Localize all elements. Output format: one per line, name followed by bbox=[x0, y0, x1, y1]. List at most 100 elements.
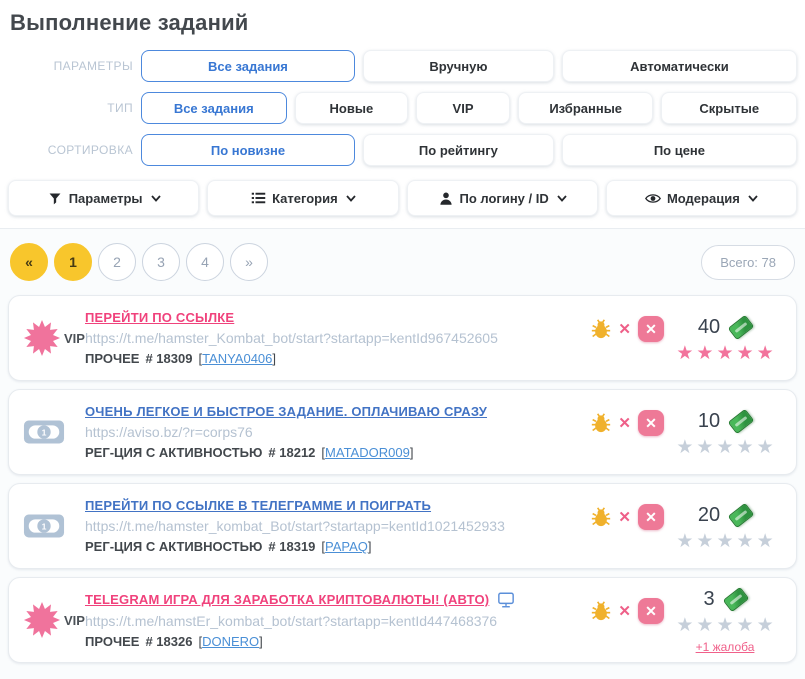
task-badge: VIP bbox=[23, 319, 85, 357]
username-link[interactable]: PAPAQ bbox=[325, 539, 368, 554]
task-rating: ★ ★ ★ ★ ★ bbox=[676, 344, 773, 363]
dropdown-label: По логину / ID bbox=[459, 190, 549, 206]
pagination-page-1[interactable]: 1 bbox=[54, 243, 92, 281]
hide-task-icon[interactable]: ✕ bbox=[618, 508, 631, 526]
type-favorites-button[interactable]: Избранные bbox=[517, 92, 654, 124]
task-card: VIP ПЕРЕЙТИ ПО ССЫЛКЕ https://t.me/hamst… bbox=[8, 295, 797, 381]
task-side: 40 ★ ★ ★ ★ ★ bbox=[664, 314, 786, 363]
block-task-icon[interactable]: ✕ bbox=[638, 504, 664, 530]
moderation-dropdown[interactable]: Модерация bbox=[605, 180, 797, 216]
vip-star-icon bbox=[23, 601, 61, 639]
type-all-button[interactable]: Все задания bbox=[141, 92, 287, 124]
dropdown-label: Параметры bbox=[68, 190, 143, 206]
star-icon: ★ bbox=[676, 530, 694, 552]
task-rating: ★ ★ ★ ★ ★ bbox=[676, 438, 773, 457]
bracket: ] bbox=[409, 445, 414, 460]
type-hidden-button[interactable]: Скрытые bbox=[661, 92, 798, 124]
hide-task-icon[interactable]: ✕ bbox=[618, 414, 631, 432]
star-icon: ★ bbox=[696, 342, 714, 364]
task-price: 20 bbox=[697, 503, 721, 526]
star-icon: ★ bbox=[736, 342, 754, 364]
type-new-button[interactable]: Новые bbox=[294, 92, 409, 124]
sort-rating-button[interactable]: По рейтингу bbox=[362, 134, 554, 166]
star-icon: ★ bbox=[676, 342, 694, 364]
task-title-link[interactable]: ОЧЕНЬ ЛЕГКОЕ И БЫСТРОЕ ЗАДАНИЕ. ОПЛАЧИВА… bbox=[85, 404, 488, 419]
vip-label: VIP bbox=[64, 612, 85, 628]
pagination-last-button[interactable]: » bbox=[230, 243, 268, 281]
task-card: VIP TELEGRAM ИГРА ДЛЯ ЗАРАБОТКА КРИПТОВА… bbox=[8, 577, 797, 663]
task-side: 20 ★ ★ ★ ★ ★ bbox=[664, 502, 786, 551]
block-task-icon[interactable]: ✕ bbox=[638, 316, 664, 342]
bug-report-icon[interactable] bbox=[591, 507, 611, 527]
task-price: 3 bbox=[703, 588, 715, 610]
money-ticket-icon bbox=[722, 586, 749, 613]
list-icon bbox=[250, 190, 266, 206]
task-actions: ✕ ✕ bbox=[591, 598, 664, 624]
svg-text:1: 1 bbox=[42, 521, 47, 531]
bug-report-icon[interactable] bbox=[591, 413, 611, 433]
task-side: 3 ★ ★ ★ ★ ★ +1 жалоба bbox=[664, 586, 786, 654]
star-icon: ★ bbox=[736, 436, 754, 458]
parameters-dropdown[interactable]: Параметры bbox=[8, 180, 200, 216]
star-icon: ★ bbox=[716, 436, 734, 458]
block-task-icon[interactable]: ✕ bbox=[638, 598, 664, 624]
block-task-icon[interactable]: ✕ bbox=[638, 410, 664, 436]
task-category: ПРОЧЕЕ bbox=[85, 351, 140, 366]
star-icon: ★ bbox=[736, 530, 754, 552]
filter-all-tasks-button[interactable]: Все задания bbox=[141, 50, 355, 82]
task-actions: ✕ ✕ bbox=[591, 410, 664, 436]
bug-report-icon[interactable] bbox=[591, 601, 611, 621]
page-title: Выполнение заданий bbox=[10, 10, 249, 35]
task-id: # 18319 bbox=[268, 539, 316, 554]
task-id: # 18212 bbox=[268, 445, 316, 460]
task-badge: 1 bbox=[23, 419, 85, 445]
star-icon: ★ bbox=[716, 615, 734, 636]
star-icon: ★ bbox=[676, 615, 694, 636]
login-id-dropdown[interactable]: По логину / ID bbox=[406, 180, 598, 216]
bracket: [ bbox=[321, 539, 326, 554]
task-title-link[interactable]: ПЕРЕЙТИ ПО ССЫЛКЕ bbox=[85, 310, 235, 325]
filter-manual-button[interactable]: Вручную bbox=[362, 50, 554, 82]
eye-icon bbox=[644, 190, 661, 206]
star-icon: ★ bbox=[756, 530, 774, 552]
complaint-link[interactable]: +1 жалоба bbox=[695, 640, 755, 654]
task-rating: ★ ★ ★ ★ ★ bbox=[676, 532, 773, 551]
task-price: 40 bbox=[697, 315, 721, 338]
pagination-page-2[interactable]: 2 bbox=[98, 243, 136, 281]
funnel-icon bbox=[47, 190, 63, 206]
filter-row-parameters: ПАРАМЕТРЫ Все задания Вручную Автоматиче… bbox=[8, 50, 797, 82]
star-icon: ★ bbox=[756, 342, 774, 364]
user-icon bbox=[438, 190, 454, 206]
pagination-first-button[interactable]: « bbox=[10, 243, 48, 281]
task-badge: 1 bbox=[23, 513, 85, 539]
username-link[interactable]: MATADOR009 bbox=[325, 445, 410, 460]
type-vip-button[interactable]: VIP bbox=[416, 92, 510, 124]
money-ticket-icon bbox=[727, 502, 755, 528]
money-ticket-icon bbox=[727, 408, 755, 434]
sort-price-button[interactable]: По цене bbox=[561, 134, 797, 166]
task-id: # 18309 bbox=[145, 351, 193, 366]
vip-star-icon bbox=[23, 319, 61, 357]
star-icon: ★ bbox=[696, 615, 714, 636]
bug-report-icon[interactable] bbox=[591, 319, 611, 339]
task-price: 10 bbox=[697, 409, 721, 432]
filter-row-label: ПАРАМЕТРЫ bbox=[53, 59, 133, 73]
hide-task-icon[interactable]: ✕ bbox=[618, 320, 631, 338]
filter-row-label: СОРТИРОВКА bbox=[47, 143, 133, 157]
sort-newest-button[interactable]: По новизне bbox=[141, 134, 355, 166]
task-url: https://t.me/hamstEr_kombat_bot/start?st… bbox=[85, 612, 498, 629]
star-icon: ★ bbox=[676, 436, 694, 458]
hide-task-icon[interactable]: ✕ bbox=[618, 602, 631, 620]
category-dropdown[interactable]: Категория bbox=[207, 180, 399, 216]
filter-row-type: ТИП Все задания Новые VIP Избранные Скры… bbox=[8, 92, 798, 124]
pagination-page-4[interactable]: 4 bbox=[186, 243, 224, 281]
chevron-down-icon bbox=[748, 194, 758, 202]
monitor-icon bbox=[497, 592, 515, 608]
task-title-link[interactable]: ПЕРЕЙТИ ПО ССЫЛКЕ В ТЕЛЕГРАММЕ И ПОИГРАТ… bbox=[85, 498, 432, 513]
filter-automatic-button[interactable]: Автоматически bbox=[561, 50, 797, 82]
username-link[interactable]: TANYA0406 bbox=[202, 351, 273, 366]
task-title-link[interactable]: TELEGRAM ИГРА ДЛЯ ЗАРАБОТКА КРИПТОВАЛЮТЫ… bbox=[85, 592, 490, 607]
task-url: https://t.me/hamster_Kombat_bot/start?st… bbox=[85, 330, 498, 346]
pagination-page-3[interactable]: 3 bbox=[142, 243, 180, 281]
